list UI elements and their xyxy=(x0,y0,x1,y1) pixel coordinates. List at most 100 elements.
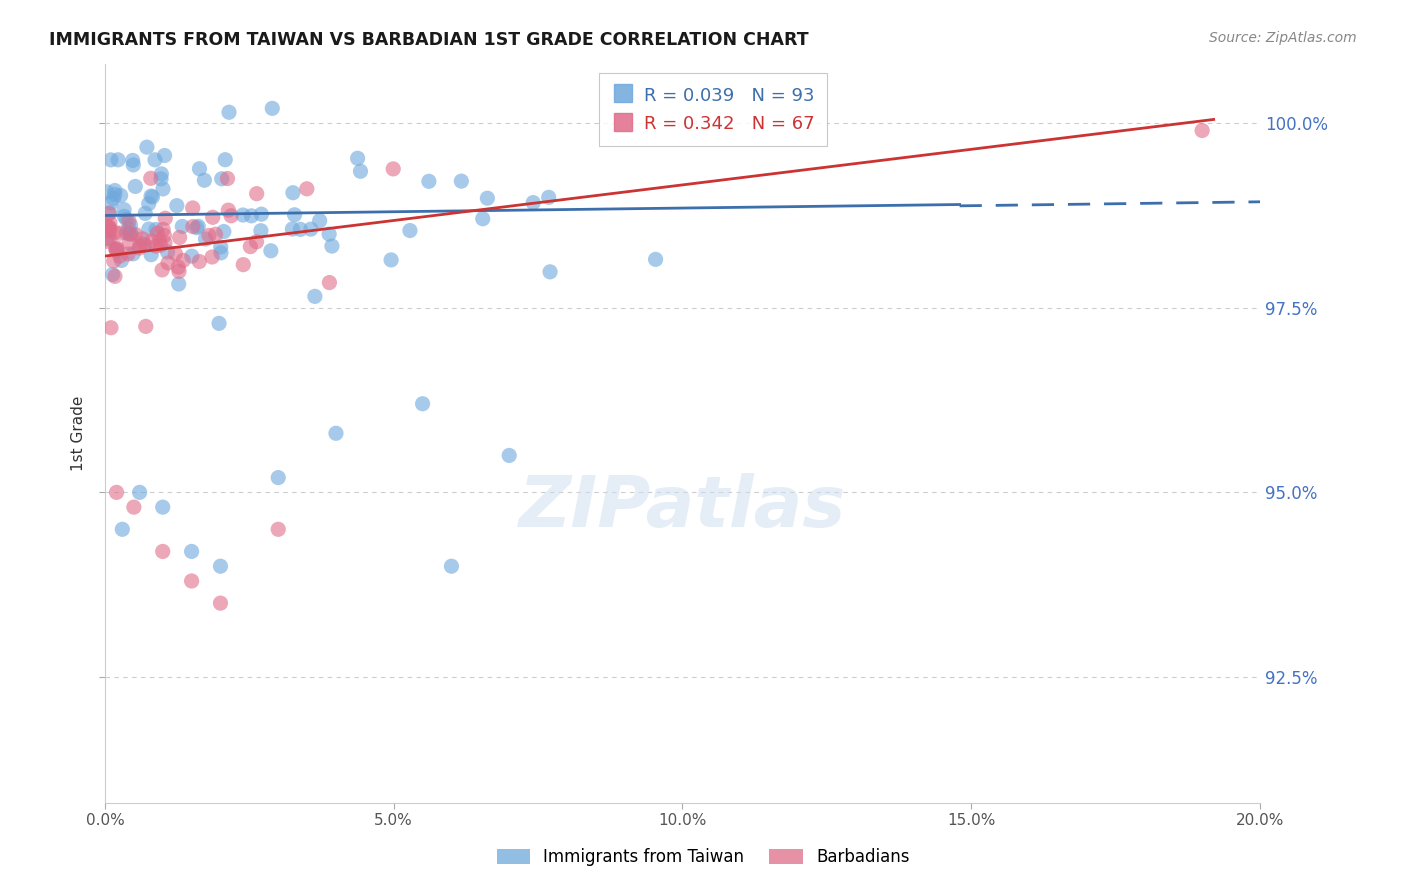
Point xyxy=(141,234,163,248)
Point xyxy=(418,174,440,188)
Point xyxy=(122,500,145,515)
Point xyxy=(118,214,141,228)
Point xyxy=(186,220,208,235)
Point xyxy=(139,189,162,203)
Point xyxy=(188,161,211,176)
Point xyxy=(450,174,472,188)
Point xyxy=(118,235,141,250)
Point xyxy=(98,216,121,230)
Point xyxy=(217,171,239,186)
Point xyxy=(149,238,172,252)
Point xyxy=(98,232,121,246)
Point xyxy=(250,224,273,238)
Point xyxy=(104,225,127,239)
Y-axis label: 1st Grade: 1st Grade xyxy=(72,396,86,471)
Point xyxy=(103,254,125,268)
Point xyxy=(145,222,167,236)
Point xyxy=(188,254,211,268)
Point xyxy=(262,101,284,115)
Point xyxy=(100,195,122,210)
Point xyxy=(187,219,209,234)
Point xyxy=(110,226,132,240)
Point xyxy=(97,220,120,235)
Point xyxy=(100,320,122,334)
Point xyxy=(232,208,254,222)
Point xyxy=(155,211,177,226)
Point xyxy=(167,264,190,278)
Point xyxy=(152,500,174,515)
Point xyxy=(538,265,561,279)
Point xyxy=(132,236,155,251)
Legend: R = 0.039   N = 93, R = 0.342   N = 67: R = 0.039 N = 93, R = 0.342 N = 67 xyxy=(599,73,828,146)
Point xyxy=(471,211,494,226)
Point xyxy=(166,199,188,213)
Point xyxy=(172,219,194,234)
Text: ZIPatlas: ZIPatlas xyxy=(519,473,846,541)
Point xyxy=(321,239,343,253)
Point xyxy=(115,226,138,240)
Point xyxy=(139,171,162,186)
Point xyxy=(299,222,322,236)
Point xyxy=(120,227,142,241)
Point xyxy=(193,173,215,187)
Point xyxy=(112,202,135,217)
Point xyxy=(157,256,180,270)
Point xyxy=(98,224,121,238)
Point xyxy=(214,153,236,167)
Point xyxy=(245,235,267,249)
Point xyxy=(156,244,179,259)
Point xyxy=(246,186,269,201)
Point xyxy=(124,227,146,242)
Point xyxy=(211,171,233,186)
Point xyxy=(122,247,145,261)
Point xyxy=(537,190,560,204)
Point xyxy=(96,185,118,199)
Point xyxy=(169,230,191,244)
Point xyxy=(105,244,128,258)
Point xyxy=(380,252,402,267)
Point xyxy=(121,153,143,168)
Point xyxy=(110,188,132,202)
Point xyxy=(318,227,340,241)
Point xyxy=(180,574,202,588)
Point xyxy=(1191,123,1213,137)
Point xyxy=(107,153,129,167)
Point xyxy=(281,186,304,200)
Point xyxy=(108,249,131,263)
Point xyxy=(349,164,371,178)
Point xyxy=(267,522,290,536)
Point xyxy=(217,203,239,218)
Point xyxy=(477,191,499,205)
Point xyxy=(145,239,167,253)
Point xyxy=(153,235,176,250)
Point xyxy=(124,179,146,194)
Point xyxy=(141,190,163,204)
Point xyxy=(167,277,190,291)
Point xyxy=(209,240,232,254)
Point xyxy=(104,184,127,198)
Point xyxy=(152,222,174,236)
Point xyxy=(167,260,190,274)
Point xyxy=(218,105,240,120)
Point xyxy=(152,182,174,196)
Point xyxy=(304,289,326,303)
Point xyxy=(105,243,128,257)
Point xyxy=(412,397,434,411)
Point xyxy=(318,276,340,290)
Point xyxy=(104,269,127,284)
Point xyxy=(111,522,134,536)
Point xyxy=(131,232,153,246)
Point xyxy=(115,212,138,227)
Point xyxy=(198,228,221,243)
Point xyxy=(208,317,231,331)
Point xyxy=(150,263,173,277)
Point xyxy=(181,201,204,215)
Point xyxy=(118,221,141,235)
Point xyxy=(120,227,142,241)
Point xyxy=(232,258,254,272)
Point xyxy=(209,245,232,260)
Point xyxy=(153,228,176,243)
Point xyxy=(194,232,217,246)
Point xyxy=(120,219,142,233)
Point xyxy=(104,242,127,256)
